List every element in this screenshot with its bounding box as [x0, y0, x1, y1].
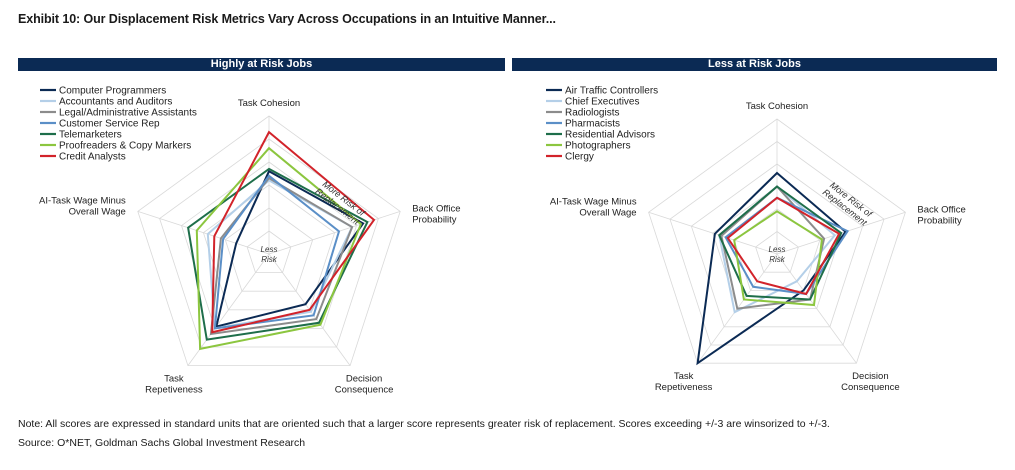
center-less-risk-label: Less — [769, 245, 786, 254]
grid-ring-6 — [648, 118, 906, 364]
axis-label-task-cohesion: Task Cohesion — [238, 98, 300, 109]
axis-label-decision-consequence: Consequence — [841, 382, 900, 393]
axis-spoke-decision-consequence — [776, 253, 857, 364]
grid-ring-5 — [159, 138, 379, 348]
legend-item-telemarketers: Telemarketers — [59, 130, 122, 141]
series-line-residential-advisors — [717, 185, 843, 301]
axis-label-task-repetiveness: Repetiveness — [655, 382, 713, 393]
legend-item-clergy: Clergy — [565, 152, 594, 163]
series-line-clergy — [726, 196, 841, 296]
grid-ring-2 — [224, 207, 314, 292]
legend-item-chief-executives: Chief Executives — [565, 97, 639, 108]
series-line-legal-administrative-assistants — [209, 176, 354, 336]
legend-item-radiologists: Radiologists — [565, 108, 619, 119]
center-less-risk-label: Less — [261, 245, 278, 254]
axis-label-task-repetiveness: Repetiveness — [145, 385, 203, 396]
axis-label-back-office-probability: Probability — [917, 215, 962, 226]
axis-label-back-office-probability: Probability — [412, 214, 457, 225]
footnote: Note: All scores are expressed in standa… — [18, 418, 830, 430]
axis-label-task-repetiveness: Task — [164, 374, 184, 385]
axis-label-decision-consequence: Consequence — [335, 385, 394, 396]
legend-item-legal-administrative-assistants: Legal/Administrative Assistants — [59, 108, 197, 119]
series-line-air-traffic-controllers — [696, 171, 847, 366]
legend-item-photographers: Photographers — [565, 141, 631, 152]
axis-spoke-task-repetiveness — [187, 253, 270, 366]
grid-ring-4 — [690, 163, 864, 328]
axis-label-ai-task-wage-minus-overall-wage: Overall Wage — [579, 207, 636, 218]
axis-spoke-ai-task-wage-minus-overall-wage — [137, 211, 270, 255]
axis-label-back-office-probability: Back Office — [412, 203, 460, 214]
series-line-computer-programmers — [214, 169, 365, 328]
legend-item-air-traffic-controllers: Air Traffic Controllers — [565, 86, 658, 97]
source-line: Source: O*NET, Goldman Sachs Global Inve… — [18, 437, 306, 449]
axis-label-decision-consequence: Decision — [852, 371, 888, 382]
series-line-credit-analysts — [211, 130, 376, 334]
legend-item-credit-analysts: Credit Analysts — [59, 152, 126, 163]
axis-label-task-repetiveness: Task — [674, 371, 694, 382]
axis-label-task-cohesion: Task Cohesion — [746, 101, 808, 112]
legend-item-proofreaders-copy-markers: Proofreaders & Copy Markers — [59, 141, 191, 152]
center-less-risk-label: Risk — [261, 255, 278, 264]
axis-label-ai-task-wage-minus-overall-wage: AI-Task Wage Minus — [550, 196, 637, 207]
grid-ring-1 — [755, 231, 799, 273]
series-line-telemarketers — [187, 167, 369, 341]
legend-item-customer-service-rep: Customer Service Rep — [59, 119, 160, 130]
axis-spoke-back-office-probability — [268, 211, 401, 255]
axis-label-ai-task-wage-minus-overall-wage: Overall Wage — [69, 206, 126, 217]
grid-ring-4 — [181, 161, 357, 329]
series-line-proofreaders-copy-markers — [195, 146, 363, 351]
axis-label-ai-task-wage-minus-overall-wage: AI-Task Wage Minus — [39, 195, 126, 206]
series-line-customer-service-rep — [213, 174, 341, 330]
grid-ring-5 — [669, 141, 885, 346]
grid-ring-1 — [246, 230, 292, 274]
grid-ring-3 — [202, 184, 336, 311]
series-line-photographers — [733, 210, 823, 307]
series-line-pharmacists — [724, 196, 850, 296]
grid-ring-6 — [137, 115, 401, 367]
panel-header-highly-at-risk: Highly at Risk Jobs — [18, 58, 505, 71]
panel-header-less-at-risk: Less at Risk Jobs — [512, 58, 997, 71]
legend-item-pharmacists: Pharmacists — [565, 119, 620, 130]
legend-item-residential-advisors: Residential Advisors — [565, 130, 655, 141]
axis-label-decision-consequence: Decision — [346, 374, 382, 385]
exhibit-title: Exhibit 10: Our Displacement Risk Metric… — [18, 12, 556, 26]
center-less-risk-label: Risk — [769, 255, 786, 264]
axis-label-back-office-probability: Back Office — [917, 204, 965, 215]
axis-spoke-ai-task-wage-minus-overall-wage — [648, 211, 778, 255]
series-line-radiologists — [720, 185, 826, 310]
legend-item-accountants-and-auditors: Accountants and Auditors — [59, 97, 172, 108]
legend-item-computer-programmers: Computer Programmers — [59, 86, 166, 97]
